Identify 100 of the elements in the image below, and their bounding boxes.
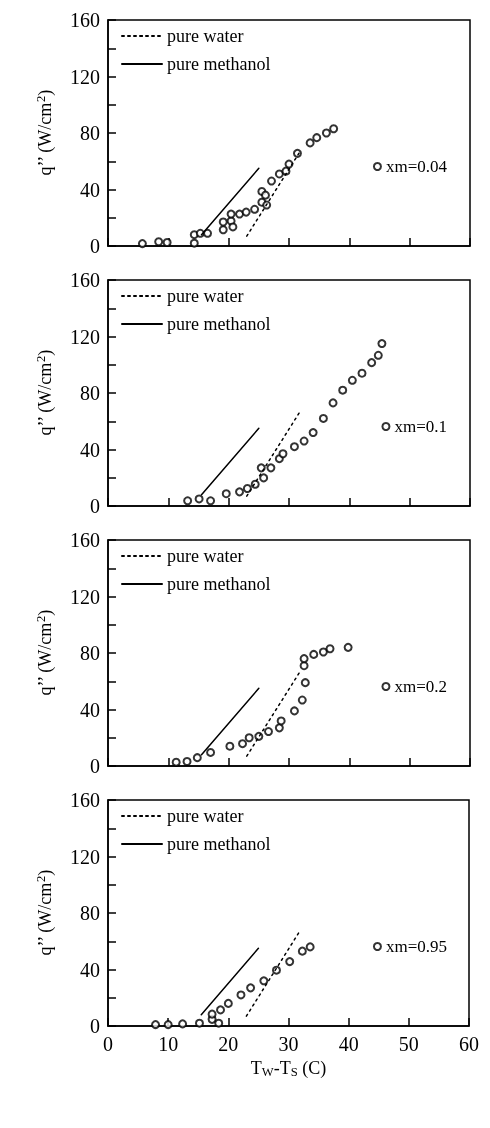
legend-label: pure methanol bbox=[167, 314, 271, 334]
legend-label: xm=0.95 bbox=[385, 937, 447, 956]
y-tick-label: 80 bbox=[80, 382, 100, 404]
point bbox=[183, 496, 193, 506]
y-axis-title: q’’ (W/cm2) bbox=[33, 89, 56, 176]
x-tick-label: 50 bbox=[398, 1033, 419, 1055]
y-tick-label: 0 bbox=[90, 1015, 100, 1037]
point bbox=[266, 463, 276, 473]
point bbox=[274, 723, 284, 733]
y-tick-label: 40 bbox=[80, 178, 100, 201]
point bbox=[223, 998, 233, 1008]
point bbox=[242, 483, 252, 493]
point bbox=[260, 190, 270, 200]
y-axis-title: q’’ (W/cm2) bbox=[33, 869, 56, 956]
point bbox=[309, 649, 319, 659]
point bbox=[218, 217, 228, 227]
y-tick-label: 40 bbox=[80, 958, 100, 981]
y-tick-label: 160 bbox=[70, 789, 100, 811]
point bbox=[276, 716, 286, 726]
x-tick-label: 30 bbox=[278, 1033, 299, 1055]
legend-label: pure methanol bbox=[167, 834, 271, 854]
point bbox=[305, 138, 315, 148]
x-tick-label: 20 bbox=[218, 1033, 239, 1055]
point bbox=[338, 385, 348, 395]
point bbox=[263, 727, 273, 737]
y-tick-label: 120 bbox=[70, 325, 100, 348]
legend-label: pure water bbox=[167, 546, 244, 566]
legend-label: pure water bbox=[167, 26, 244, 46]
point bbox=[377, 339, 387, 349]
y-tick-label: 40 bbox=[80, 698, 100, 721]
legend-label: pure methanol bbox=[167, 574, 271, 594]
point bbox=[325, 644, 335, 654]
point bbox=[297, 946, 307, 956]
point bbox=[329, 124, 339, 134]
y-axis-title: q’’ (W/cm2) bbox=[33, 609, 56, 696]
y-tick-label: 120 bbox=[70, 845, 100, 868]
point bbox=[285, 957, 295, 967]
point bbox=[328, 398, 338, 408]
point bbox=[207, 1009, 217, 1019]
point bbox=[250, 204, 260, 214]
point bbox=[154, 237, 164, 247]
legend-label: pure methanol bbox=[167, 54, 271, 74]
x-axis-title: TW-TS (C) bbox=[250, 1058, 327, 1080]
point bbox=[308, 428, 318, 438]
point bbox=[235, 487, 245, 497]
y-tick-label: 160 bbox=[70, 269, 100, 291]
y-tick-label: 160 bbox=[70, 9, 100, 31]
point bbox=[194, 494, 204, 504]
point bbox=[321, 128, 331, 138]
point bbox=[226, 209, 236, 219]
point bbox=[259, 473, 269, 483]
y-axis-title: q’’ (W/cm2) bbox=[33, 349, 56, 436]
point bbox=[318, 413, 328, 423]
point bbox=[236, 990, 246, 1000]
point bbox=[259, 976, 269, 986]
point bbox=[225, 741, 235, 751]
point bbox=[171, 757, 181, 767]
point bbox=[218, 225, 228, 235]
point bbox=[318, 647, 328, 657]
y-tick-label: 120 bbox=[70, 65, 100, 88]
legend-label: pure water bbox=[167, 286, 244, 306]
point bbox=[228, 222, 238, 232]
point bbox=[299, 654, 309, 664]
point bbox=[203, 228, 213, 238]
point bbox=[151, 1020, 161, 1030]
point bbox=[137, 239, 147, 249]
x-tick-label: 10 bbox=[158, 1033, 179, 1055]
y-tick-label: 80 bbox=[80, 902, 100, 924]
point bbox=[206, 496, 216, 506]
legend-label: pure water bbox=[167, 806, 244, 826]
y-tick-label: 40 bbox=[80, 438, 100, 461]
point bbox=[194, 1018, 204, 1028]
point bbox=[300, 678, 310, 688]
point bbox=[274, 169, 284, 179]
point bbox=[289, 442, 299, 452]
point bbox=[214, 1018, 224, 1028]
y-tick-label: 80 bbox=[80, 642, 100, 664]
point bbox=[178, 1019, 188, 1029]
point bbox=[216, 1005, 226, 1015]
point bbox=[221, 489, 231, 499]
y-tick-label: 80 bbox=[80, 122, 100, 144]
y-tick-label: 120 bbox=[70, 585, 100, 608]
point bbox=[299, 436, 309, 446]
point bbox=[305, 942, 315, 952]
point bbox=[241, 207, 251, 217]
legend-label: xm=0.2 bbox=[394, 677, 447, 696]
x-tick-label: 60 bbox=[459, 1033, 479, 1055]
x-tick-label: 40 bbox=[338, 1033, 359, 1055]
point bbox=[289, 706, 299, 716]
point bbox=[357, 368, 367, 378]
point bbox=[367, 358, 377, 368]
point bbox=[267, 176, 276, 186]
y-tick-label: 160 bbox=[70, 529, 100, 551]
point bbox=[192, 753, 202, 763]
point bbox=[163, 1020, 173, 1030]
point bbox=[182, 756, 192, 766]
point bbox=[312, 133, 322, 143]
point bbox=[244, 733, 254, 743]
point bbox=[206, 747, 216, 757]
point bbox=[238, 739, 248, 749]
